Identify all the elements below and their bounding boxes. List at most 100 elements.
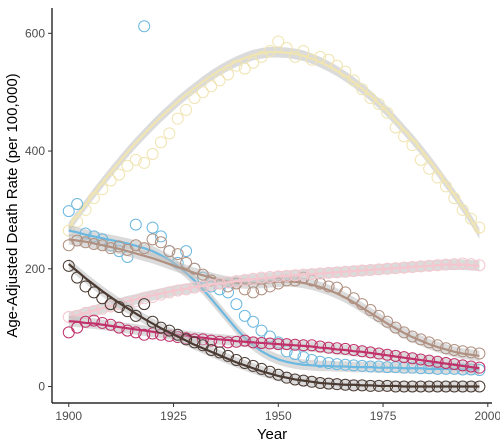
confidence-band: [68, 258, 480, 392]
data-point: [255, 50, 268, 63]
smooth-line: [68, 263, 480, 388]
series-3: [62, 257, 486, 324]
data-point: [222, 68, 234, 81]
data-point: [129, 326, 142, 339]
data-point: [247, 286, 260, 299]
data-point: [222, 336, 234, 349]
data-point: [138, 156, 151, 169]
x-tick-label: 1950: [265, 409, 292, 423]
data-point: [255, 324, 268, 337]
data-point: [146, 221, 159, 234]
x-axis-title: Year: [257, 426, 287, 443]
data-point: [171, 248, 184, 261]
data-point: [163, 245, 176, 258]
data-point: [448, 192, 461, 205]
y-tick-label: 600: [25, 26, 45, 40]
data-point: [71, 198, 84, 211]
x-tick-label: 2000: [474, 409, 500, 423]
smooth-line: [68, 263, 480, 319]
data-point: [180, 256, 193, 269]
x-tick-label: 1925: [160, 409, 187, 423]
data-point: [272, 35, 285, 48]
data-point: [356, 83, 369, 96]
y-tick-label: 400: [25, 144, 45, 158]
data-point: [372, 97, 385, 110]
data-point: [96, 239, 109, 252]
data-point: [79, 280, 92, 293]
data-point: [180, 245, 193, 258]
smooth-line: [68, 320, 480, 370]
data-point: [322, 280, 335, 293]
data-point: [289, 50, 302, 63]
data-point: [465, 346, 478, 359]
data-point: [62, 205, 75, 218]
data-point: [230, 298, 243, 311]
data-point: [62, 259, 75, 272]
data-point: [247, 315, 260, 328]
y-tick-label: 0: [38, 380, 45, 394]
data-point: [213, 74, 226, 87]
x-tick-label: 1900: [55, 409, 82, 423]
data-point: [138, 20, 151, 33]
data-point: [154, 236, 167, 249]
data-point: [163, 127, 176, 140]
data-point: [263, 44, 276, 57]
data-point: [138, 328, 151, 341]
data-point: [356, 359, 369, 372]
series-0: [62, 35, 486, 239]
series-1: [62, 20, 486, 377]
data-point: [347, 74, 360, 87]
data-point: [154, 230, 167, 243]
data-point: [456, 203, 469, 216]
data-point: [180, 103, 193, 116]
data-point: [188, 92, 201, 105]
data-point: [314, 355, 327, 368]
data-point: [87, 314, 100, 327]
data-point: [247, 56, 260, 69]
data-point: [171, 112, 184, 125]
data-point: [414, 153, 427, 166]
data-point: [322, 356, 335, 369]
data-point: [146, 233, 159, 246]
y-tick-label: 200: [25, 262, 45, 276]
data-point: [121, 159, 134, 172]
data-point: [347, 359, 360, 372]
data-point: [62, 326, 75, 339]
data-point: [87, 286, 100, 299]
data-point: [439, 180, 452, 193]
data-point: [196, 86, 209, 99]
smooth-line: [68, 229, 480, 371]
x-axis-ticks: 1900 1925 1950 1975 2000: [55, 403, 500, 423]
y-axis-title: Age-Adjusted Death Rate (per 100,000): [4, 73, 21, 337]
data-point: [188, 262, 201, 275]
axes: [51, 8, 492, 404]
data-point: [121, 324, 134, 337]
data-point: [406, 330, 419, 343]
data-point: [381, 315, 394, 328]
data-point: [473, 347, 486, 360]
data-point: [154, 321, 167, 334]
data-point: [465, 212, 478, 225]
data-point: [364, 92, 377, 105]
data-point: [154, 136, 167, 149]
data-point: [280, 371, 293, 384]
data-point: [138, 298, 151, 311]
data-point: [238, 62, 251, 75]
data-point: [238, 309, 251, 322]
smooth-line: [67, 51, 481, 235]
data-point: [381, 106, 394, 119]
data-point: [330, 358, 343, 371]
data-point: [113, 168, 126, 181]
data-point: [146, 147, 159, 160]
data-point: [104, 298, 117, 311]
data-point: [205, 80, 218, 93]
plot-area: [62, 20, 486, 393]
data-point: [129, 153, 142, 166]
data-point: [113, 240, 126, 253]
x-tick-label: 1975: [370, 409, 397, 423]
data-point: [129, 218, 142, 231]
data-point: [230, 59, 243, 72]
y-axis-ticks: 0 200 400 600: [25, 26, 52, 394]
series-5: [62, 258, 486, 393]
